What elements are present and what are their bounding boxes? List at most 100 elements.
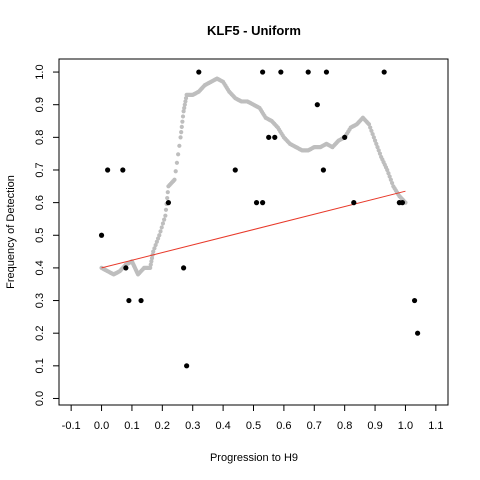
data-point xyxy=(123,265,129,271)
smooth-point xyxy=(149,256,155,261)
data-point xyxy=(184,363,190,369)
x-tick-label: 0.0 xyxy=(94,420,109,432)
smooth-point xyxy=(179,130,184,135)
smooth-point xyxy=(148,262,153,267)
smooth-point xyxy=(375,145,380,150)
y-tick-label: 0.7 xyxy=(34,162,46,177)
data-point xyxy=(323,69,330,75)
data-point xyxy=(138,297,144,304)
smooth-point xyxy=(158,229,163,234)
smooth-point xyxy=(368,125,373,130)
data-point xyxy=(120,167,126,173)
data-point xyxy=(253,200,260,206)
smooth-point xyxy=(376,148,381,153)
smooth-point xyxy=(159,225,164,230)
smooth-point xyxy=(162,217,167,222)
data-point xyxy=(165,200,172,206)
smooth-point xyxy=(369,128,374,133)
data-point xyxy=(260,69,266,75)
x-tick-label: 0.9 xyxy=(367,420,382,432)
data-point xyxy=(415,330,421,336)
smooth-point xyxy=(179,124,184,129)
smooth-point xyxy=(163,213,168,218)
chart-title: KLF5 - Uniform xyxy=(207,23,301,38)
data-point xyxy=(411,297,418,304)
data-point xyxy=(351,200,357,206)
smooth-point xyxy=(377,151,383,156)
data-point xyxy=(381,69,387,75)
smooth-point xyxy=(182,105,187,111)
smooth-point xyxy=(180,119,185,124)
smooth-point xyxy=(148,265,153,271)
smooth-point xyxy=(174,160,180,165)
data-point xyxy=(196,69,202,75)
smooth-point xyxy=(181,109,186,114)
smooth-point xyxy=(182,102,187,107)
smooth-point xyxy=(163,207,169,212)
y-tick-label: 1.0 xyxy=(34,64,46,79)
data-point xyxy=(272,134,278,140)
data-point xyxy=(260,200,266,206)
data-point xyxy=(126,297,132,304)
y-tick-label: 0.0 xyxy=(34,391,46,406)
y-tick-label: 0.8 xyxy=(34,130,46,145)
smooth-point xyxy=(387,174,392,179)
y-axis-title: Frequency of Detection xyxy=(5,175,17,289)
smooth-point xyxy=(370,131,375,137)
smooth-point xyxy=(172,177,177,182)
y-tick-label: 0.1 xyxy=(34,358,46,373)
x-tick-label: 0.6 xyxy=(276,420,291,432)
y-tick-label: 0.9 xyxy=(34,97,46,112)
x-tick-label: 1.1 xyxy=(428,420,443,432)
data-point xyxy=(305,69,311,75)
smooth-point xyxy=(183,96,189,101)
data-point xyxy=(278,69,284,75)
data-point xyxy=(98,232,105,238)
smooth-point xyxy=(183,99,188,104)
smooth-point xyxy=(366,122,372,127)
smooth-point xyxy=(165,195,170,201)
smooth-curve xyxy=(99,76,408,277)
smooth-point xyxy=(149,259,154,264)
data-point xyxy=(105,167,111,173)
x-tick-label: 0.2 xyxy=(155,420,170,432)
smooth-point xyxy=(152,246,157,251)
smooth-point xyxy=(155,236,161,241)
y-axis: 0.0 0.1 0.2 0.3 0.4 0.5 0.6 0.7 0.8 0.9 1.0 xyxy=(34,64,59,406)
x-axis-title: Progression to H9 xyxy=(210,452,298,464)
smooth-point xyxy=(176,152,181,157)
x-tick-label: 0.7 xyxy=(307,420,322,432)
y-tick-label: 0.6 xyxy=(34,195,46,210)
data-point xyxy=(399,200,406,206)
smooth-point xyxy=(371,135,376,140)
smooth-point xyxy=(154,239,159,244)
data-point xyxy=(232,167,238,173)
data-point xyxy=(181,265,187,271)
data-point xyxy=(320,167,326,173)
smooth-point xyxy=(177,143,182,148)
smooth-point xyxy=(372,138,378,143)
smooth-point xyxy=(389,180,395,186)
y-tick-label: 0.2 xyxy=(34,326,46,341)
smooth-point xyxy=(153,242,158,248)
smooth-point xyxy=(180,114,186,119)
data-points xyxy=(98,69,421,369)
smooth-point xyxy=(178,135,183,140)
smooth-point xyxy=(374,141,379,146)
data-point xyxy=(342,134,348,140)
smooth-point xyxy=(388,177,393,182)
smooth-point xyxy=(165,190,170,195)
smooth-point xyxy=(385,167,390,173)
x-tick-label: 0.3 xyxy=(185,420,200,432)
y-tick-label: 0.4 xyxy=(34,260,46,275)
y-tick-label: 0.3 xyxy=(34,293,46,308)
x-axis: -0.1 0.0 0.1 0.2 0.3 0.4 0.5 0.6 0.7 0.8 0.9 1.0 1.1 xyxy=(62,405,443,432)
smooth-point xyxy=(157,233,162,238)
smooth-point xyxy=(160,221,166,226)
data-point xyxy=(266,134,272,140)
smooth-point xyxy=(173,169,178,174)
x-tick-label: 0.1 xyxy=(124,420,139,432)
y-tick-label: 0.5 xyxy=(34,228,46,243)
smooth-point xyxy=(386,171,391,176)
